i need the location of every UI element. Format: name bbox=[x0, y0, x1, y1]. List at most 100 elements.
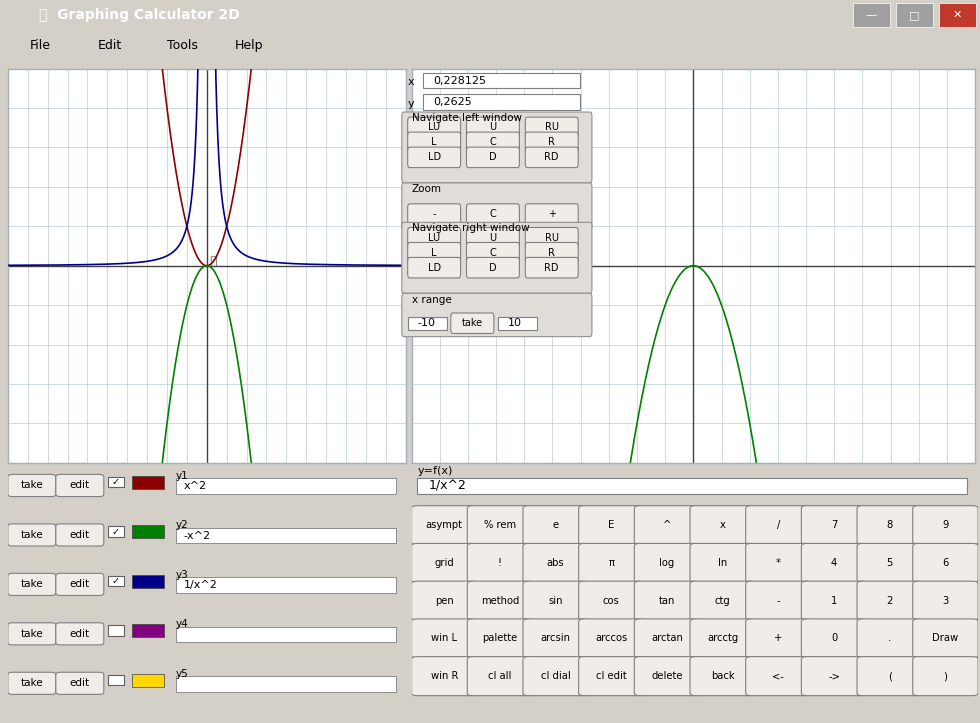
Text: Draw: Draw bbox=[932, 633, 958, 643]
Text: y3: y3 bbox=[175, 570, 188, 580]
Text: cos: cos bbox=[603, 596, 619, 606]
Text: -: - bbox=[432, 209, 436, 219]
Text: 1: 1 bbox=[831, 596, 837, 606]
FancyBboxPatch shape bbox=[802, 656, 866, 696]
FancyBboxPatch shape bbox=[417, 479, 966, 494]
Text: cl all: cl all bbox=[488, 671, 512, 681]
FancyBboxPatch shape bbox=[578, 656, 644, 696]
Text: x: x bbox=[408, 77, 415, 87]
FancyBboxPatch shape bbox=[523, 505, 588, 544]
Text: -x^2: -x^2 bbox=[184, 531, 211, 541]
FancyBboxPatch shape bbox=[408, 147, 461, 168]
Text: Edit: Edit bbox=[98, 39, 122, 52]
Text: ctg: ctg bbox=[714, 596, 730, 606]
FancyBboxPatch shape bbox=[408, 117, 461, 137]
Text: take: take bbox=[462, 318, 483, 328]
FancyBboxPatch shape bbox=[408, 132, 461, 153]
FancyBboxPatch shape bbox=[56, 623, 104, 645]
Text: L: L bbox=[431, 137, 437, 147]
Text: □: □ bbox=[909, 10, 919, 20]
FancyBboxPatch shape bbox=[175, 577, 396, 593]
Text: x: x bbox=[719, 520, 725, 530]
Bar bbox=[131, 476, 164, 489]
Text: D: D bbox=[489, 262, 497, 273]
Text: 0,2625: 0,2625 bbox=[433, 97, 472, 107]
Text: 8: 8 bbox=[887, 520, 893, 530]
Text: U: U bbox=[489, 233, 497, 243]
Text: +: + bbox=[548, 209, 556, 219]
Text: sin: sin bbox=[549, 596, 563, 606]
FancyBboxPatch shape bbox=[402, 223, 592, 294]
Text: cl edit: cl edit bbox=[596, 671, 626, 681]
Text: log: log bbox=[660, 558, 674, 568]
Text: y4: y4 bbox=[175, 619, 188, 629]
Text: y1: y1 bbox=[175, 471, 188, 481]
Text: win R: win R bbox=[430, 671, 458, 681]
FancyBboxPatch shape bbox=[912, 619, 978, 658]
FancyBboxPatch shape bbox=[402, 294, 592, 337]
FancyBboxPatch shape bbox=[467, 544, 532, 583]
Text: edit: edit bbox=[70, 579, 90, 589]
FancyBboxPatch shape bbox=[634, 581, 700, 620]
Text: take: take bbox=[21, 530, 43, 540]
Text: ✕: ✕ bbox=[953, 10, 962, 20]
Text: y2: y2 bbox=[175, 520, 188, 530]
FancyBboxPatch shape bbox=[412, 581, 477, 620]
FancyBboxPatch shape bbox=[412, 505, 477, 544]
FancyBboxPatch shape bbox=[8, 474, 56, 497]
FancyBboxPatch shape bbox=[746, 505, 811, 544]
FancyBboxPatch shape bbox=[408, 204, 461, 224]
Text: x range: x range bbox=[412, 295, 452, 305]
Text: Navigate right window: Navigate right window bbox=[412, 223, 529, 234]
Text: y=f(x): y=f(x) bbox=[417, 466, 453, 476]
Text: take: take bbox=[21, 481, 43, 490]
FancyBboxPatch shape bbox=[8, 524, 56, 546]
FancyBboxPatch shape bbox=[746, 544, 811, 583]
FancyBboxPatch shape bbox=[802, 544, 866, 583]
FancyBboxPatch shape bbox=[56, 672, 104, 694]
Text: 5: 5 bbox=[887, 558, 893, 568]
FancyBboxPatch shape bbox=[858, 581, 922, 620]
Text: edit: edit bbox=[70, 530, 90, 540]
FancyBboxPatch shape bbox=[523, 581, 588, 620]
FancyBboxPatch shape bbox=[466, 228, 519, 248]
Text: LD: LD bbox=[427, 153, 441, 163]
Bar bbox=[108, 477, 123, 487]
Text: C: C bbox=[490, 137, 496, 147]
Text: .: . bbox=[888, 633, 892, 643]
FancyBboxPatch shape bbox=[690, 619, 756, 658]
Text: 0: 0 bbox=[831, 633, 837, 643]
Text: RU: RU bbox=[545, 122, 559, 132]
Text: Zoom: Zoom bbox=[412, 184, 442, 194]
FancyBboxPatch shape bbox=[408, 257, 461, 278]
FancyBboxPatch shape bbox=[525, 242, 578, 263]
Text: /: / bbox=[777, 520, 780, 530]
FancyBboxPatch shape bbox=[523, 656, 588, 696]
FancyBboxPatch shape bbox=[858, 544, 922, 583]
Text: 9: 9 bbox=[942, 520, 949, 530]
FancyBboxPatch shape bbox=[525, 117, 578, 137]
FancyBboxPatch shape bbox=[853, 3, 890, 27]
Text: <-: <- bbox=[772, 671, 784, 681]
Text: ln: ln bbox=[718, 558, 727, 568]
FancyBboxPatch shape bbox=[466, 204, 519, 224]
FancyBboxPatch shape bbox=[690, 544, 756, 583]
Text: pen: pen bbox=[435, 596, 454, 606]
FancyBboxPatch shape bbox=[525, 257, 578, 278]
FancyBboxPatch shape bbox=[466, 147, 519, 168]
FancyBboxPatch shape bbox=[466, 242, 519, 263]
Text: Help: Help bbox=[235, 39, 264, 52]
FancyBboxPatch shape bbox=[412, 656, 477, 696]
FancyBboxPatch shape bbox=[423, 94, 580, 110]
FancyBboxPatch shape bbox=[525, 147, 578, 168]
Text: take: take bbox=[21, 579, 43, 589]
Text: RU: RU bbox=[545, 233, 559, 243]
Text: 0,228125: 0,228125 bbox=[433, 75, 486, 85]
FancyBboxPatch shape bbox=[578, 619, 644, 658]
Text: edit: edit bbox=[70, 481, 90, 490]
Text: y: y bbox=[408, 99, 415, 109]
Text: take: take bbox=[21, 629, 43, 639]
FancyBboxPatch shape bbox=[467, 619, 532, 658]
FancyBboxPatch shape bbox=[8, 573, 56, 596]
FancyBboxPatch shape bbox=[634, 544, 700, 583]
